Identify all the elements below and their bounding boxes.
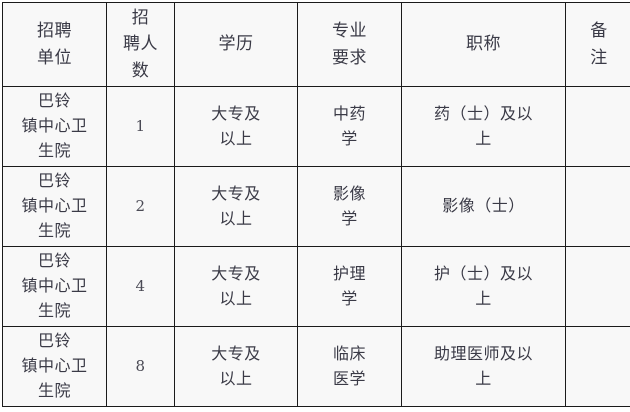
column-header-headcount: 招聘人数 (107, 3, 175, 87)
cell-title: 助理医师及以上 (402, 327, 566, 407)
cell-major: 影像学 (298, 167, 402, 247)
table-body: 巴铃镇中心卫生院 1 大专及以上 中药学 药（士）及以上 巴铃镇中心卫生院 2 … (3, 87, 630, 407)
text-line: 以上 (178, 367, 294, 392)
text-line: 巴铃 (6, 89, 103, 114)
column-header-remarks: 备注 (566, 3, 630, 87)
text-line: 镇中心卫 (6, 114, 103, 139)
column-header-education: 学历 (175, 3, 298, 87)
text-line: 巴铃 (6, 169, 103, 194)
text-line: 8 (110, 355, 171, 378)
text-line: 招 (110, 5, 171, 31)
text-line: 临床 (301, 342, 398, 367)
text-line: 镇中心卫 (6, 194, 103, 219)
text-line: 大专及 (178, 262, 294, 287)
text-line: 影像（士） (405, 194, 562, 219)
cell-headcount: 2 (107, 167, 175, 247)
text-line: 2 (110, 195, 171, 218)
text-line: 医学 (301, 367, 398, 392)
text-line: 影像 (301, 182, 398, 207)
cell-major: 护理学 (298, 247, 402, 327)
recruitment-table: 招聘单位 招聘人数 学历 专业要求 职称 备注 巴铃镇中心卫生院 1 大专及以上… (2, 2, 630, 407)
cell-education: 大专及以上 (175, 87, 298, 167)
column-header-major: 专业要求 (298, 3, 402, 87)
cell-unit: 巴铃镇中心卫生院 (3, 327, 107, 407)
text-line: 4 (110, 275, 171, 298)
text-line: 学 (301, 127, 398, 152)
text-line: 要求 (301, 45, 398, 71)
text-line: 1 (110, 115, 171, 138)
text-line: 注 (569, 45, 629, 71)
text-line: 巴铃 (6, 329, 103, 354)
cell-remarks (566, 167, 630, 247)
text-line: 学历 (178, 31, 294, 57)
cell-headcount: 4 (107, 247, 175, 327)
text-line: 助理医师及以 (405, 342, 562, 367)
cell-education: 大专及以上 (175, 247, 298, 327)
text-line: 以上 (178, 127, 294, 152)
cell-title: 影像（士） (402, 167, 566, 247)
text-line: 招聘 (6, 18, 103, 44)
text-line: 镇中心卫 (6, 354, 103, 379)
table-header: 招聘单位 招聘人数 学历 专业要求 职称 备注 (3, 3, 630, 87)
text-line: 镇中心卫 (6, 274, 103, 299)
cell-major: 临床医学 (298, 327, 402, 407)
text-line: 大专及 (178, 102, 294, 127)
text-line: 学 (301, 287, 398, 312)
cell-unit: 巴铃镇中心卫生院 (3, 247, 107, 327)
text-line: 大专及 (178, 182, 294, 207)
cell-headcount: 1 (107, 87, 175, 167)
text-line: 数 (110, 58, 171, 84)
cell-major: 中药学 (298, 87, 402, 167)
table-row: 巴铃镇中心卫生院 4 大专及以上 护理学 护（士）及以上 (3, 247, 630, 327)
table-row: 巴铃镇中心卫生院 1 大专及以上 中药学 药（士）及以上 (3, 87, 630, 167)
text-line: 以上 (178, 287, 294, 312)
cell-remarks (566, 247, 630, 327)
table-row: 巴铃镇中心卫生院 2 大专及以上 影像学 影像（士） (3, 167, 630, 247)
cell-education: 大专及以上 (175, 327, 298, 407)
text-line: 药（士）及以 (405, 102, 562, 127)
cell-title: 药（士）及以上 (402, 87, 566, 167)
column-header-title: 职称 (402, 3, 566, 87)
cell-unit: 巴铃镇中心卫生院 (3, 87, 107, 167)
table-row: 巴铃镇中心卫生院 8 大专及以上 临床医学 助理医师及以上 (3, 327, 630, 407)
cell-headcount: 8 (107, 327, 175, 407)
text-line: 生院 (6, 139, 103, 164)
column-header-unit: 招聘单位 (3, 3, 107, 87)
text-line: 巴铃 (6, 249, 103, 274)
cell-title: 护（士）及以上 (402, 247, 566, 327)
text-line: 专业 (301, 18, 398, 44)
text-line: 生院 (6, 379, 103, 404)
text-line: 护理 (301, 262, 398, 287)
text-line: 上 (405, 287, 562, 312)
text-line: 上 (405, 367, 562, 392)
text-line: 生院 (6, 219, 103, 244)
cell-unit: 巴铃镇中心卫生院 (3, 167, 107, 247)
text-line: 单位 (6, 45, 103, 71)
text-line: 聘人 (110, 31, 171, 57)
text-line: 以上 (178, 207, 294, 232)
text-line: 护（士）及以 (405, 262, 562, 287)
cell-remarks (566, 327, 630, 407)
cell-remarks (566, 87, 630, 167)
text-line: 备 (569, 18, 629, 44)
text-line: 生院 (6, 299, 103, 324)
text-line: 学 (301, 207, 398, 232)
text-line: 中药 (301, 102, 398, 127)
cell-education: 大专及以上 (175, 167, 298, 247)
table-header-row: 招聘单位 招聘人数 学历 专业要求 职称 备注 (3, 3, 630, 87)
text-line: 职称 (405, 31, 562, 57)
text-line: 大专及 (178, 342, 294, 367)
text-line: 上 (405, 127, 562, 152)
